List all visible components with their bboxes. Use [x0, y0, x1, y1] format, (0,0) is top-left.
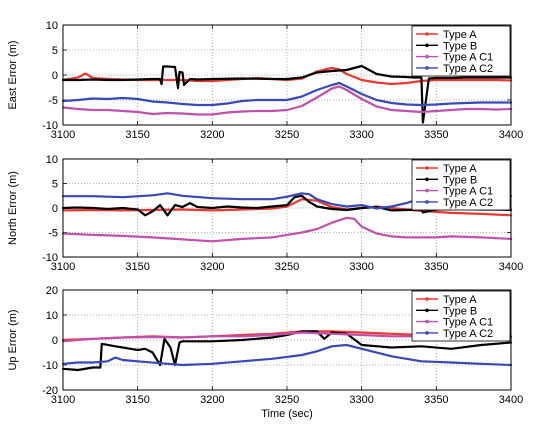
x-tick-label: 3250	[275, 261, 299, 273]
legend-label: Type A C1	[443, 317, 493, 329]
legend-label: Type B	[443, 40, 477, 52]
x-tick-label: 3400	[499, 129, 523, 141]
y-tick-label: 5	[52, 179, 58, 191]
series-line-2	[61, 64, 513, 124]
legend-marker	[425, 177, 429, 182]
y-tick-label: -20	[42, 385, 58, 397]
legend-marker	[425, 200, 429, 204]
y-tick-label: 0	[52, 335, 58, 347]
legend-marker	[425, 54, 429, 59]
y-tick-label: -5	[48, 228, 58, 240]
series-line-3	[61, 85, 513, 116]
y-tick-label: 5	[52, 45, 58, 57]
legend-label: Type A	[443, 29, 477, 41]
x-tick-label: 3150	[125, 394, 149, 406]
legend-marker	[425, 32, 429, 36]
x-tick-label: 3250	[275, 129, 299, 141]
legend-label: Type A C1	[443, 186, 493, 198]
y-tick-label: 0	[52, 70, 58, 82]
plot-frame	[62, 158, 512, 258]
legend-marker	[425, 188, 429, 193]
series-line-4	[61, 343, 513, 367]
x-tick-label: 3300	[349, 394, 373, 406]
y-tick-label: -10	[42, 252, 58, 264]
y-tick-label: 10	[46, 310, 58, 322]
legend-marker	[425, 331, 429, 335]
y-tick-label: -5	[48, 95, 58, 107]
x-tick-label: 3100	[51, 129, 75, 141]
legend-label: Type A C1	[443, 52, 493, 64]
x-tick-label: 3150	[125, 129, 149, 141]
legend-label: Type A C2	[443, 328, 493, 340]
x-tick-label: 3250	[275, 394, 299, 406]
plot-frame	[62, 24, 512, 126]
chart-panel-3: 3100 3150 3200 3250 3300 3350 3400 -20 -10 0 10 20 U…	[7, 285, 523, 420]
x-tick-label: 3400	[499, 394, 523, 406]
y-tick-label: -10	[42, 120, 58, 132]
y-tick-label: 0	[52, 203, 58, 215]
legend-label: Type B	[443, 305, 477, 317]
x-tick-label: 3350	[424, 261, 448, 273]
legend-label: Type A	[443, 294, 477, 306]
series-line-4	[61, 81, 513, 107]
legend-marker	[425, 66, 429, 70]
y-axis-label: North Error (m)	[7, 171, 19, 245]
y-axis-label: Up Error (m)	[7, 309, 19, 370]
legend-label: Type A	[443, 163, 477, 175]
series-line-2	[61, 330, 513, 372]
x-tick-label: 3200	[200, 129, 224, 141]
x-tick-label: 3400	[499, 261, 523, 273]
x-tick-label: 3200	[200, 261, 224, 273]
x-tick-label: 3200	[200, 394, 224, 406]
x-tick-label: 3100	[51, 261, 75, 273]
plot-frame	[62, 289, 512, 391]
legend-marker	[425, 308, 429, 313]
y-tick-label: -10	[42, 360, 58, 372]
legend-marker	[425, 43, 429, 48]
y-tick-label: 20	[46, 285, 58, 297]
x-tick-label: 3300	[349, 261, 373, 273]
series-line-2	[61, 194, 513, 217]
chart-panel-1: 3100 3150 3200 3250 3300 3350 3400 -10 -5 0 5 10 Eas…	[7, 20, 523, 141]
legend-marker	[425, 166, 429, 170]
x-axis-label: Time (sec)	[261, 408, 313, 420]
legend-label: Type A C2	[443, 63, 493, 75]
x-tick-label: 3350	[424, 394, 448, 406]
legend-label: Type B	[443, 174, 477, 186]
legend-marker	[425, 319, 429, 324]
legend-label: Type A C2	[443, 197, 493, 209]
legend-marker	[425, 297, 429, 301]
y-tick-label: 10	[46, 20, 58, 32]
x-tick-label: 3300	[349, 129, 373, 141]
series-line-3	[61, 216, 513, 243]
x-tick-label: 3350	[424, 129, 448, 141]
x-tick-label: 3150	[125, 261, 149, 273]
chart-panel-2: 3100 3150 3200 3250 3300 3350 3400 -10 -5 0 5 10 Nor…	[7, 154, 523, 273]
y-axis-label: East Error (m)	[7, 40, 19, 109]
y-tick-label: 10	[46, 154, 58, 166]
x-tick-label: 3100	[51, 394, 75, 406]
